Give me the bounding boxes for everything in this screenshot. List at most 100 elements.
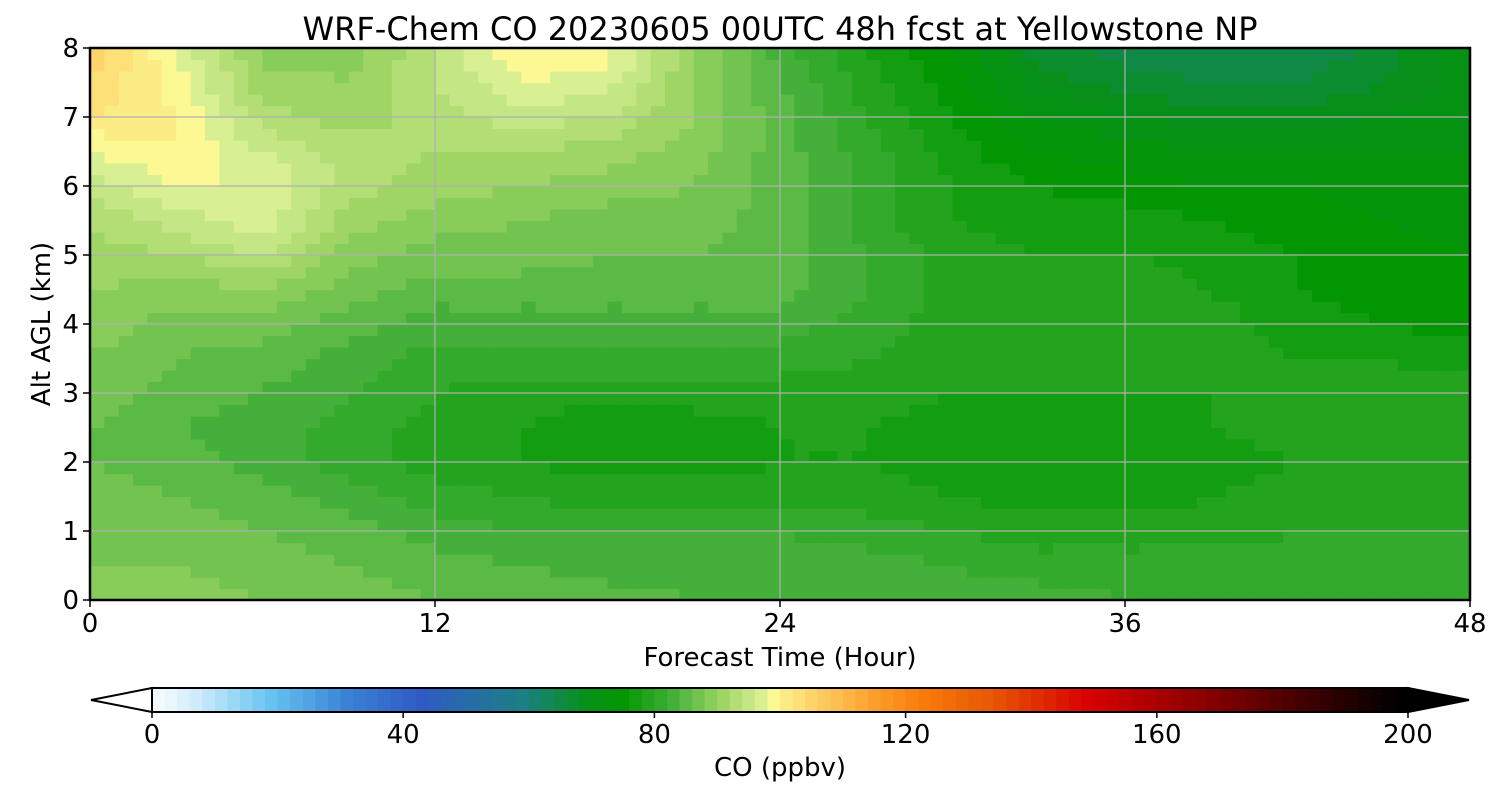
contour-cell	[578, 439, 594, 452]
contour-cell	[133, 416, 149, 429]
contour-cell	[262, 278, 278, 291]
contour-cell	[420, 450, 436, 463]
contour-cell	[1053, 381, 1069, 394]
contour-cell	[722, 232, 738, 245]
contour-cell	[276, 128, 292, 141]
contour-cell	[406, 59, 422, 72]
contour-cell	[1398, 393, 1414, 406]
contour-cell	[190, 163, 206, 176]
contour-cell	[1038, 59, 1054, 72]
contour-cell	[780, 186, 795, 199]
contour-cell	[938, 393, 954, 406]
contour-cell	[794, 71, 810, 84]
contour-cell	[406, 588, 422, 601]
contour-cell	[550, 370, 565, 383]
contour-cell	[851, 232, 867, 245]
contour-cell	[1153, 48, 1169, 61]
contour-cell	[1383, 531, 1399, 544]
contour-cell	[578, 59, 594, 72]
contour-cell	[348, 94, 364, 107]
contour-cell	[665, 508, 680, 521]
contour-cell	[478, 335, 494, 348]
contour-cell	[823, 243, 839, 256]
contour-cell	[593, 128, 609, 141]
contour-cell	[463, 370, 479, 383]
contour-cell	[895, 439, 910, 452]
contour-cell	[291, 94, 307, 107]
contour-cell	[1240, 243, 1255, 256]
contour-cell	[1096, 197, 1112, 210]
contour-cell	[420, 462, 436, 475]
contour-cell	[1038, 71, 1054, 84]
contour-cell	[190, 105, 206, 118]
contour-cell	[1225, 209, 1241, 222]
contour-cell	[1038, 439, 1054, 452]
contour-cell	[1355, 450, 1370, 463]
contour-cell	[679, 105, 695, 118]
contour-cell	[794, 393, 810, 406]
contour-cell	[636, 59, 652, 72]
contour-cell	[348, 508, 364, 521]
contour-cell	[550, 209, 565, 222]
contour-cell	[1168, 48, 1184, 61]
contour-cell	[463, 59, 479, 72]
contour-cell	[133, 565, 149, 578]
contour-cell	[190, 473, 206, 486]
contour-cell	[995, 347, 1011, 360]
contour-cell	[808, 427, 824, 440]
contour-cell	[1398, 220, 1414, 233]
contour-cell	[736, 554, 752, 567]
contour-cell	[176, 324, 192, 337]
contour-cell	[118, 289, 134, 302]
contour-cell	[320, 140, 335, 153]
x-tick-label: 24	[763, 609, 796, 639]
contour-cell	[736, 485, 752, 498]
contour-cell	[1153, 278, 1169, 291]
colorbar-segment	[1194, 688, 1208, 712]
contour-cell	[406, 312, 422, 325]
contour-cell	[1240, 163, 1255, 176]
contour-cell	[1096, 312, 1112, 325]
contour-cell	[1268, 312, 1284, 325]
contour-cell	[578, 82, 594, 95]
contour-cell	[880, 128, 896, 141]
contour-cell	[1153, 128, 1169, 141]
contour-cell	[938, 71, 954, 84]
contour-cell	[276, 186, 292, 199]
contour-cell	[1441, 393, 1457, 406]
contour-cell	[607, 128, 623, 141]
contour-cell	[880, 370, 896, 383]
contour-cell	[895, 71, 910, 84]
contour-cell	[406, 105, 422, 118]
contour-cell	[765, 542, 781, 555]
contour-cell	[420, 71, 436, 84]
contour-cell	[550, 117, 565, 130]
contour-cell	[176, 232, 192, 245]
colorbar-segment	[1068, 688, 1083, 712]
contour-cell	[1168, 473, 1184, 486]
contour-cell	[262, 59, 278, 72]
contour-cell	[334, 485, 350, 498]
contour-cell	[1297, 450, 1313, 463]
contour-cell	[1268, 209, 1284, 222]
contour-cell	[607, 151, 623, 164]
contour-cell	[161, 312, 177, 325]
contour-cell	[449, 531, 465, 544]
contour-cell	[291, 565, 307, 578]
contour-cell	[1053, 439, 1069, 452]
contour-cell	[276, 542, 292, 555]
contour-cell	[1398, 48, 1414, 61]
contour-cell	[506, 542, 522, 555]
contour-cell	[1010, 462, 1025, 475]
contour-cell	[1139, 496, 1155, 509]
contour-cell	[1081, 519, 1097, 532]
contour-cell	[262, 588, 278, 601]
contour-cell	[823, 496, 839, 509]
colorbar-segment	[955, 688, 969, 712]
contour-cell	[823, 117, 839, 130]
contour-cell	[981, 266, 997, 279]
contour-cell	[650, 462, 666, 475]
contour-cell	[1125, 71, 1140, 84]
contour-cell	[1268, 519, 1284, 532]
contour-cell	[1383, 358, 1399, 371]
